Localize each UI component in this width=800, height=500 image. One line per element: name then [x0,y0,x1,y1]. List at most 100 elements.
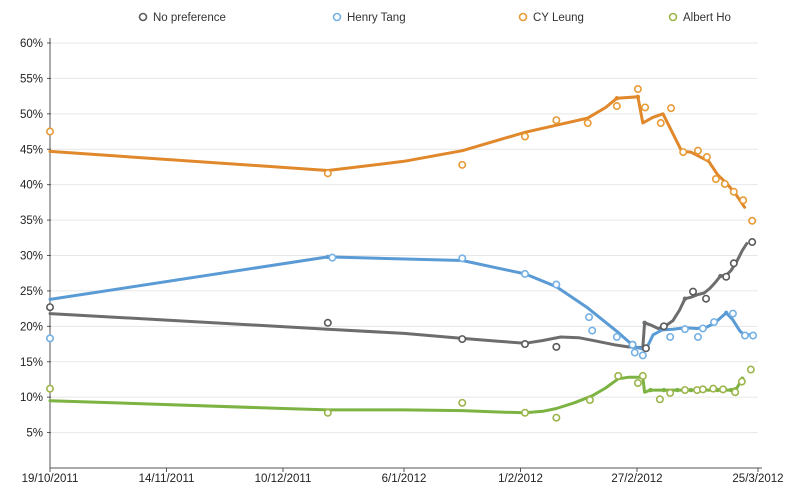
poll-point-cy-leung[interactable] [520,132,529,141]
poll-point-albert-ho[interactable] [323,408,332,417]
poll-point-henry-tang[interactable] [741,331,750,340]
poll-point-no-preference[interactable] [520,340,529,349]
poll-point-albert-ho[interactable] [585,395,594,404]
poll-point-albert-ho[interactable] [698,385,707,394]
poll-point-henry-tang[interactable] [328,253,337,262]
poll-point-cy-leung[interactable] [45,127,54,136]
poll-point-no-preference[interactable] [689,287,698,296]
y-axis-label: 40% [20,180,43,192]
trend-vertex-dot-albert-ho [661,387,667,393]
legend-marker-no-preference[interactable] [138,12,148,22]
poll-point-albert-ho[interactable] [666,388,675,397]
trend-vertex-dot-henry-tang [723,310,729,316]
poll-point-albert-ho[interactable] [709,384,718,393]
poll-point-cy-leung[interactable] [458,160,467,169]
y-axis-label: 35% [20,215,43,227]
poll-point-cy-leung[interactable] [656,119,665,128]
legend-marker-albert-ho[interactable] [668,12,678,22]
poll-point-henry-tang[interactable] [585,313,594,322]
poll-point-no-preference[interactable] [552,342,561,351]
poll-point-cy-leung[interactable] [612,102,621,111]
poll-point-henry-tang[interactable] [698,324,707,333]
poll-point-henry-tang[interactable] [666,332,675,341]
poll-point-cy-leung[interactable] [693,146,702,155]
poll-point-henry-tang[interactable] [628,340,637,349]
poll-point-no-preference[interactable] [45,303,54,312]
poll-point-no-preference[interactable] [722,272,731,281]
poll-point-albert-ho[interactable] [746,365,755,374]
poll-point-albert-ho[interactable] [680,386,689,395]
trend-vertex-dot-no-preference [682,296,688,301]
poll-point-cy-leung[interactable] [711,175,720,184]
poll-point-cy-leung[interactable] [720,179,729,188]
poll-point-no-preference[interactable] [458,335,467,344]
poll-point-no-preference[interactable] [702,294,711,303]
poll-point-no-preference[interactable] [659,322,668,331]
legend-marker-cy-leung[interactable] [518,12,528,22]
trend-line-henry-tang [48,255,753,351]
poll-point-cy-leung[interactable] [679,148,688,157]
poll-point-henry-tang[interactable] [710,318,719,327]
y-axis-label: 25% [20,286,43,298]
x-axis-label: 10/12/2011 [255,473,312,485]
legend-label-albert-ho[interactable]: Albert Ho [683,12,731,24]
trend-vertex-dot-no-preference [642,320,647,325]
y-axis-label: 15% [20,357,43,369]
poll-point-cy-leung[interactable] [583,119,592,128]
poll-point-albert-ho[interactable] [552,413,561,422]
x-axis-label: 27/2/2012 [611,473,662,485]
poll-point-henry-tang[interactable] [552,280,561,289]
poll-point-cy-leung[interactable] [633,85,642,94]
x-axis-label: 25/3/2012 [732,473,783,485]
poll-point-no-preference[interactable] [641,344,650,353]
poll-point-albert-ho[interactable] [45,384,54,393]
poll-point-henry-tang[interactable] [638,351,647,360]
poll-point-cy-leung[interactable] [729,187,738,196]
poll-point-albert-ho[interactable] [520,408,529,417]
y-axis-label: 5% [26,428,43,440]
y-axis-label: 55% [20,73,43,85]
legend-label-cy-leung[interactable]: CY Leung [533,12,584,24]
poll-point-albert-ho[interactable] [458,398,467,407]
trend-vertex-dot-albert-ho [648,387,653,393]
poll-point-henry-tang[interactable] [612,332,621,341]
poll-point-henry-tang[interactable] [693,332,702,341]
poll-point-cy-leung[interactable] [323,169,332,178]
poll-point-albert-ho[interactable] [737,377,746,386]
poll-point-albert-ho[interactable] [614,371,623,380]
y-axis-label: 30% [20,251,43,263]
poll-point-no-preference[interactable] [323,318,332,327]
legend-label-no-preference[interactable]: No preference [153,12,226,24]
legend-marker-henry-tang[interactable] [332,12,342,22]
poll-point-albert-ho[interactable] [633,378,642,387]
y-axis-label: 45% [20,144,43,156]
poll-point-cy-leung[interactable] [702,153,711,162]
legend-label-henry-tang[interactable]: Henry Tang [347,12,406,24]
poll-point-cy-leung[interactable] [667,104,676,113]
poll-point-henry-tang[interactable] [728,309,737,318]
poll-point-henry-tang[interactable] [588,326,597,335]
x-axis-label: 6/1/2012 [382,473,427,485]
trend-vertex-dot-albert-ho [675,387,680,393]
poll-point-henry-tang[interactable] [630,348,639,357]
poll-point-henry-tang[interactable] [458,254,467,263]
x-axis-label: 1/2/2012 [498,473,543,485]
poll-point-albert-ho[interactable] [719,385,728,394]
poll-point-cy-leung[interactable] [552,116,561,125]
poll-point-henry-tang[interactable] [680,325,689,334]
poll-point-cy-leung[interactable] [748,216,757,225]
poll-point-henry-tang[interactable] [45,334,54,343]
poll-point-henry-tang[interactable] [520,269,529,278]
poll-point-no-preference[interactable] [748,238,757,247]
poll-point-cy-leung[interactable] [641,103,650,112]
poll-point-albert-ho[interactable] [731,388,740,397]
poll-point-albert-ho[interactable] [655,395,664,404]
poll-point-no-preference[interactable] [729,259,738,268]
poll-point-albert-ho[interactable] [638,371,647,380]
y-axis-label: 50% [20,109,43,121]
y-axis-label: 60% [20,38,43,50]
poll-point-cy-leung[interactable] [739,196,748,205]
poll-point-henry-tang[interactable] [749,331,758,340]
